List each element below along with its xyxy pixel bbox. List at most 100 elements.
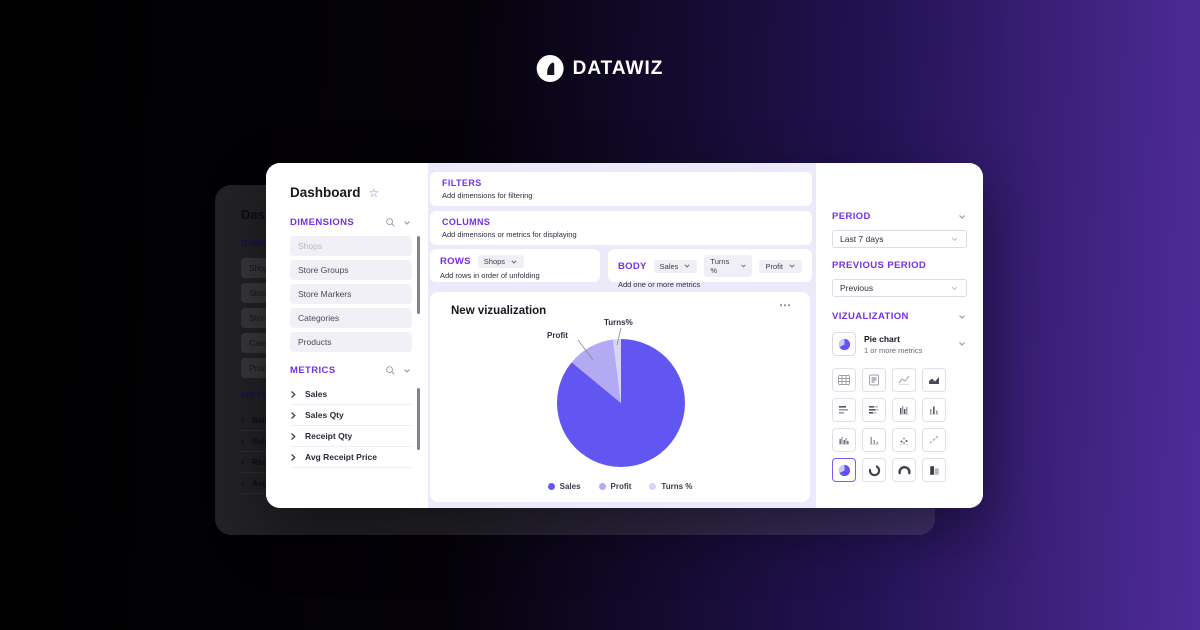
datawiz-logo-icon — [536, 55, 564, 82]
chevron-right-icon — [291, 411, 296, 419]
chevron-right-icon — [291, 432, 296, 440]
chevron-down-icon — [951, 286, 958, 290]
chevron-down-icon[interactable] — [402, 218, 412, 228]
rows-dropzone[interactable]: ROWS Shops Add rows in order of unfoldin… — [430, 249, 600, 282]
chevron-right-icon — [291, 390, 296, 398]
pie-chart — [556, 327, 685, 467]
search-icon[interactable] — [385, 217, 396, 228]
filters-hint: Add dimensions for filtering — [442, 191, 533, 200]
column-small-icon — [869, 437, 879, 445]
search-icon[interactable] — [385, 365, 396, 376]
viz-type-column-clustered[interactable] — [832, 428, 856, 452]
metrics-scrollbar[interactable] — [417, 388, 420, 450]
legend-dot-turns — [649, 483, 657, 490]
columns-dropzone[interactable]: COLUMNS Add dimensions or metrics for di… — [430, 211, 812, 245]
grouped-column-icon — [899, 406, 909, 415]
pie-callout-turns: Turns% — [604, 318, 633, 327]
horizontal-bar-icon — [839, 406, 848, 414]
dimension-item-products[interactable]: Products — [290, 332, 412, 352]
builder-column: FILTERS Add dimensions for filtering COL… — [430, 163, 816, 508]
dimension-item-store-groups[interactable]: Store Groups — [290, 260, 412, 280]
viz-type-stacked-bar[interactable] — [922, 458, 946, 482]
body-hint: Add one or more metrics — [618, 280, 701, 289]
turns-leader-line — [616, 327, 622, 346]
stacked-horizontal-bar-icon — [869, 406, 879, 414]
viz-type-column-small[interactable] — [862, 428, 886, 452]
viz-type-summary[interactable] — [862, 368, 886, 392]
viz-type-horizontal-bar[interactable] — [832, 398, 856, 422]
body-chip-turns[interactable]: Turns % — [704, 255, 753, 277]
viz-type-scatter-trend[interactable] — [922, 428, 946, 452]
rows-chip-shops[interactable]: Shops — [477, 255, 525, 268]
filters-label: FILTERS — [442, 178, 482, 188]
columns-label: COLUMNS — [442, 217, 491, 227]
chevron-down-icon — [789, 264, 795, 268]
viz-type-stacked-horizontal-bar[interactable] — [862, 398, 886, 422]
viz-type-pie[interactable] — [832, 458, 856, 482]
pie-slice-sales[interactable] — [556, 339, 685, 467]
logo-text: DATAWIZ — [572, 57, 664, 79]
viz-type-table[interactable] — [832, 368, 856, 392]
dimension-item-store-markers[interactable]: Store Markers — [290, 284, 412, 304]
pie-chart-icon — [838, 338, 850, 350]
metric-item-receipt-qty[interactable]: Receipt Qty — [290, 426, 412, 447]
selected-viz-icon-box — [832, 332, 856, 356]
viz-type-column[interactable] — [922, 398, 946, 422]
pie-slice-turns-[interactable] — [612, 339, 621, 403]
chevron-down-icon — [951, 237, 958, 241]
metric-item-sales[interactable]: Sales — [290, 384, 412, 405]
chevron-down-icon[interactable] — [957, 212, 967, 222]
legend-item-sales[interactable]: Sales — [547, 482, 581, 491]
table-icon — [838, 375, 850, 385]
pie-callout-profit: Profit — [547, 331, 568, 340]
viz-type-area-chart[interactable] — [922, 368, 946, 392]
chevron-down-icon[interactable] — [957, 312, 967, 322]
selected-viz-hint: 1 or more metrics — [864, 345, 923, 355]
legend-item-turns[interactable]: Turns % — [649, 482, 692, 491]
visualization-type-grid — [832, 368, 967, 482]
page-title: Dashboard — [290, 185, 361, 200]
scatter-icon — [899, 437, 909, 445]
dimensions-scrollbar[interactable] — [417, 236, 420, 314]
selected-viz-name: Pie chart — [864, 333, 900, 344]
viz-type-grouped-column[interactable] — [892, 398, 916, 422]
previous-period-header: PREVIOUS PERIOD — [832, 260, 927, 271]
dashboard-window: Dashboard ☆ DIMENSIONS Shops Store Group… — [266, 163, 983, 508]
pie-slices — [556, 339, 685, 467]
dimensions-header: DIMENSIONS — [290, 217, 355, 228]
viz-type-donut[interactable] — [862, 458, 886, 482]
pie-slice-profit[interactable] — [571, 339, 621, 404]
columns-hint: Add dimensions or metrics for displaying — [442, 230, 577, 239]
filters-dropzone[interactable]: FILTERS Add dimensions for filtering — [430, 172, 812, 206]
viz-type-gauge[interactable] — [892, 458, 916, 482]
period-header: PERIOD — [832, 211, 871, 222]
period-select[interactable]: Last 7 days — [832, 230, 967, 248]
dimension-item-categories[interactable]: Categories — [290, 308, 412, 328]
rows-hint: Add rows in order of unfolding — [440, 271, 540, 280]
star-icon[interactable]: ☆ — [368, 185, 380, 200]
scatter-trend-icon — [929, 436, 939, 444]
donut-chart-icon — [868, 464, 880, 476]
dimension-item-shops[interactable]: Shops — [290, 236, 412, 256]
gauge-icon — [897, 465, 911, 474]
area-chart-icon — [929, 377, 939, 384]
selected-visualization[interactable]: Pie chart 1 or more metrics — [832, 332, 967, 356]
viz-type-line-chart[interactable] — [892, 368, 916, 392]
chevron-down-icon[interactable] — [402, 366, 412, 376]
body-label: BODY — [618, 260, 647, 272]
visualization-header: VIZUALIZATION — [832, 311, 909, 322]
legend-dot-sales — [547, 483, 555, 490]
metric-item-sales-qty[interactable]: Sales Qty — [290, 405, 412, 426]
previous-period-select[interactable]: Previous — [832, 279, 967, 297]
viz-type-scatter[interactable] — [892, 428, 916, 452]
body-dropzone[interactable]: BODY Sales Turns % Profit Add one or mor… — [608, 249, 812, 289]
dimensions-list: Shops Store Groups Store Markers Categor… — [290, 236, 420, 352]
chevron-down-icon — [959, 342, 965, 346]
body-chip-profit[interactable]: Profit — [759, 259, 802, 273]
legend-item-profit[interactable]: Profit — [598, 482, 631, 491]
more-options-icon[interactable]: ⋯ — [779, 298, 792, 312]
body-chip-sales[interactable]: Sales — [653, 259, 698, 273]
pie-chart-icon — [838, 464, 850, 476]
metric-item-avg-receipt-price[interactable]: Avg Receipt Price — [290, 447, 412, 468]
metrics-header: METRICS — [290, 365, 336, 376]
